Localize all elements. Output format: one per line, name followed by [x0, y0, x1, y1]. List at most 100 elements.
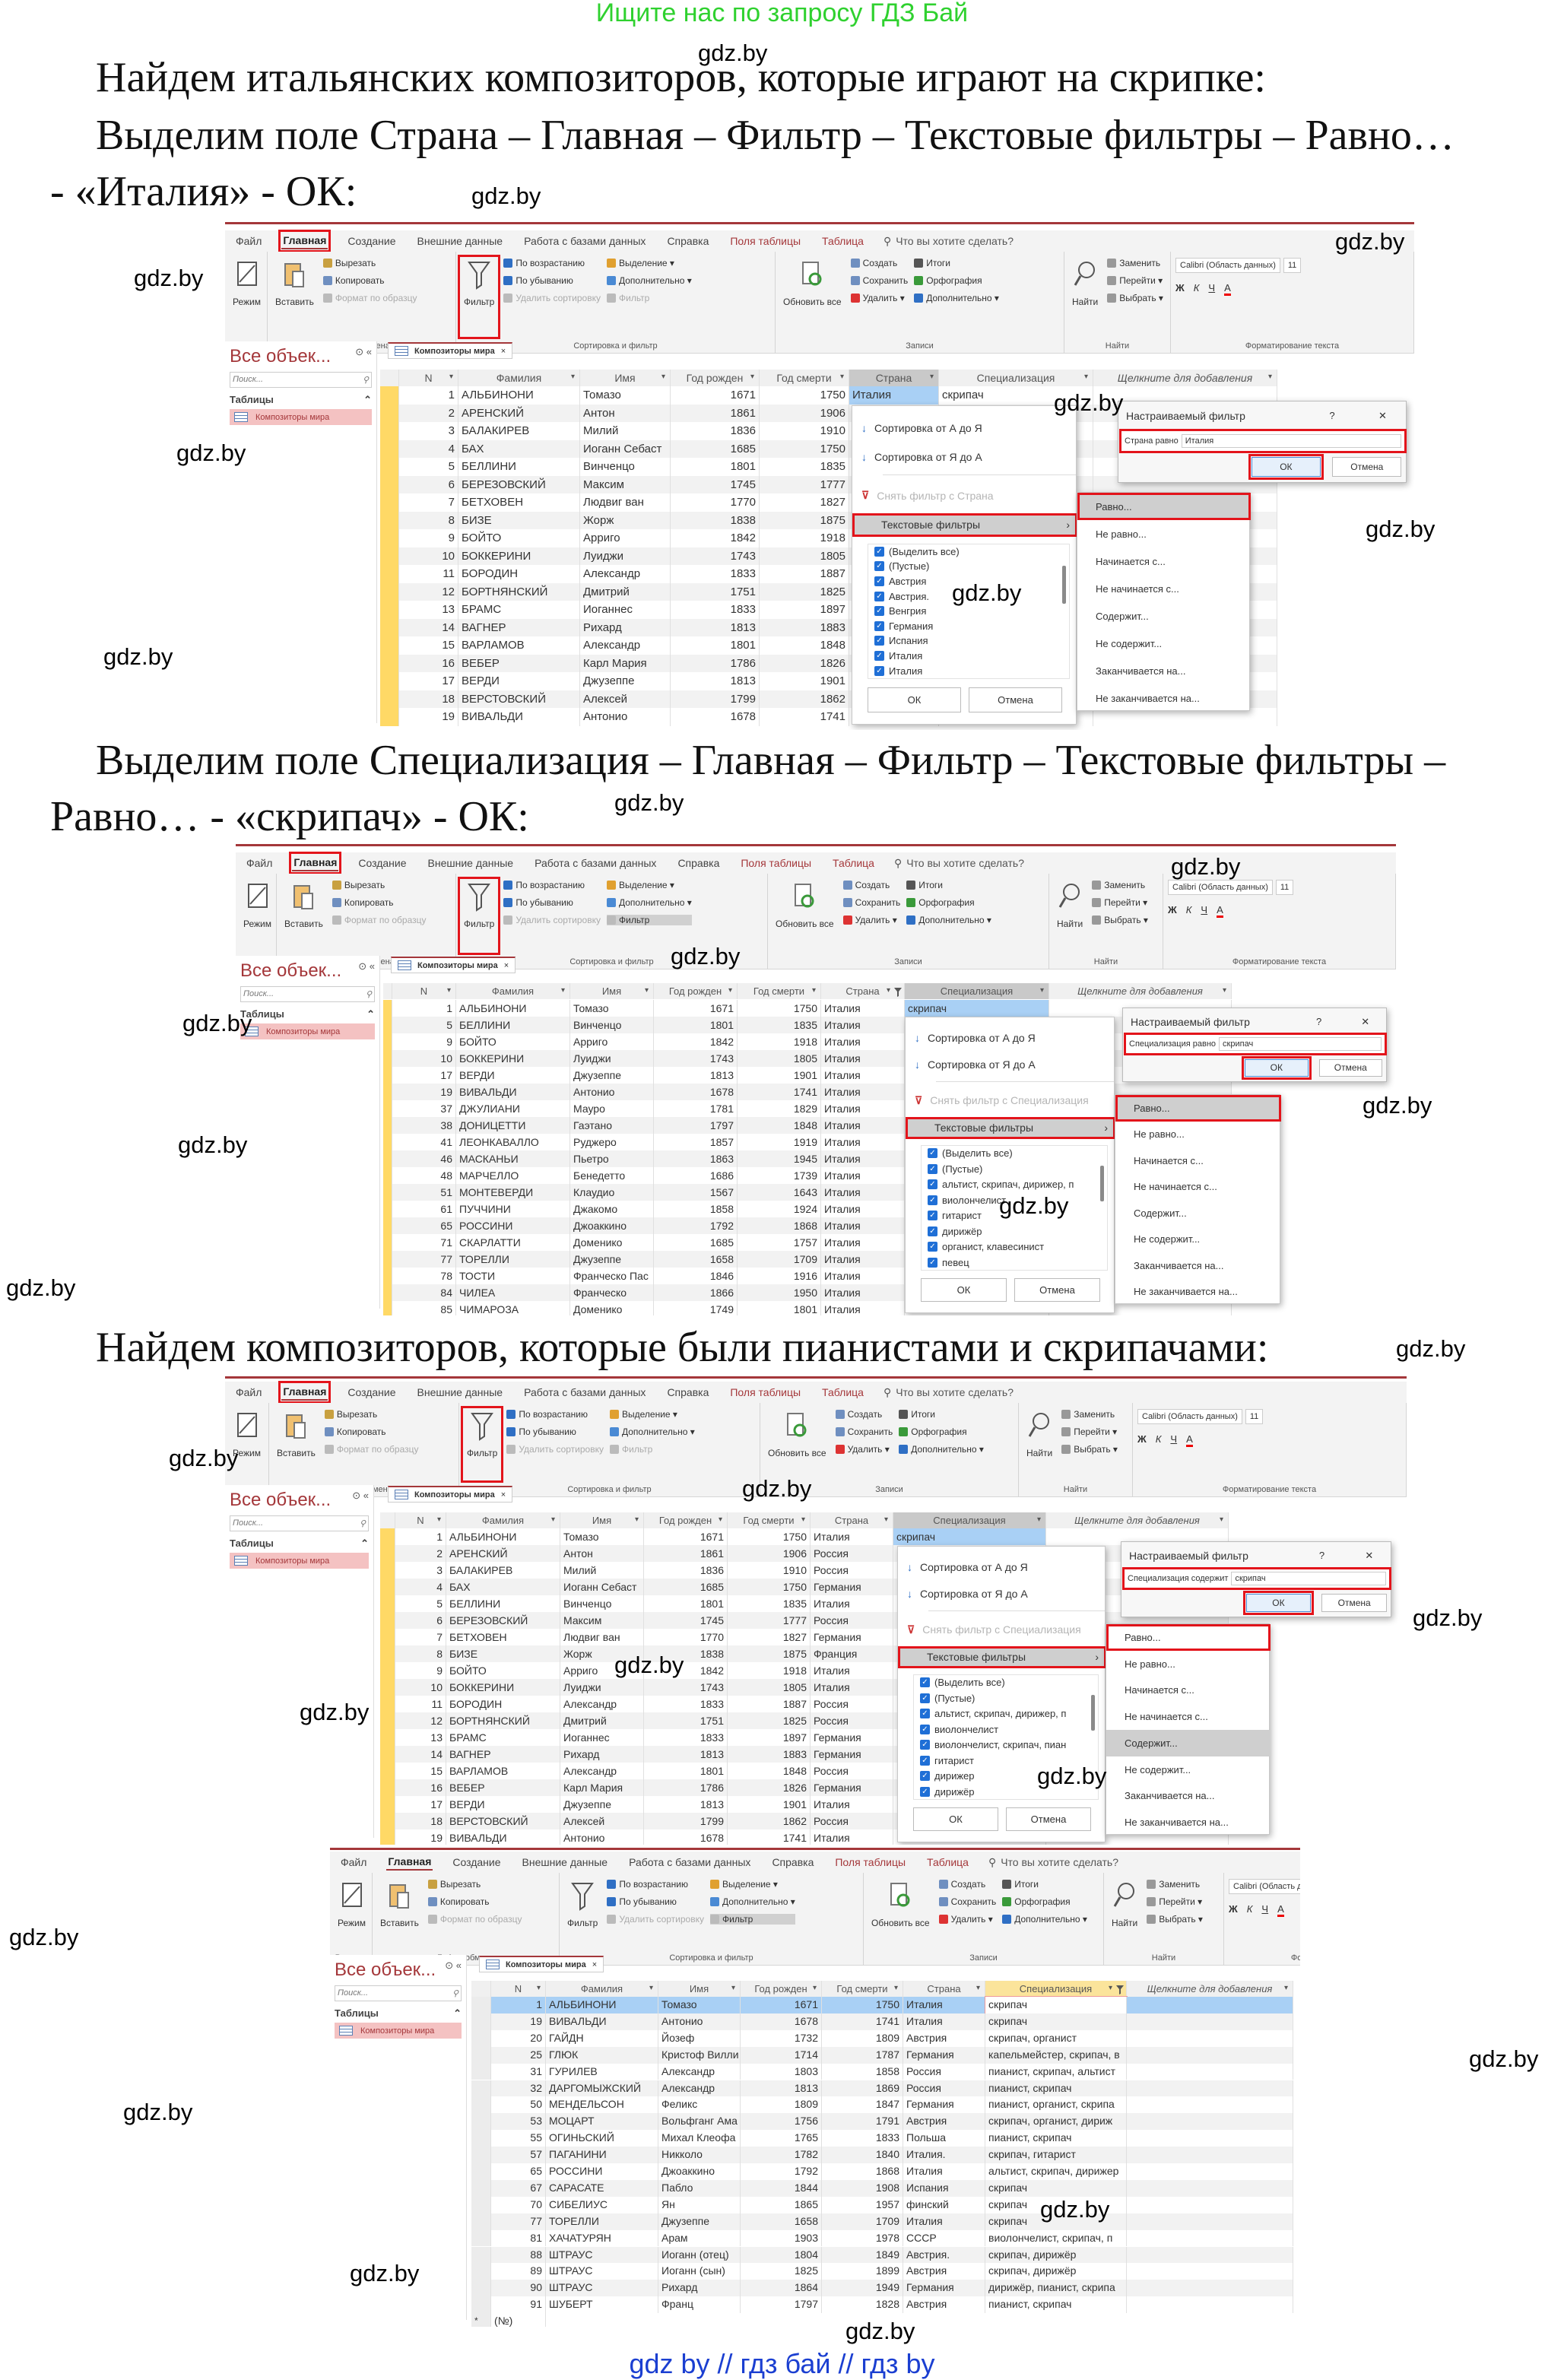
table-cell-death-year[interactable]: 1918: [738, 1033, 821, 1050]
checkbox-checked-icon[interactable]: [874, 546, 884, 557]
ribbon-button-paste[interactable]: Вставить: [272, 258, 317, 336]
table-cell-country[interactable]: Германия: [811, 1579, 893, 1595]
ribbon-item-delete-record[interactable]: Удалить ▾: [850, 293, 909, 303]
italic-button[interactable]: К: [1185, 904, 1192, 916]
collapse-icon[interactable]: ⊙ «: [352, 1490, 369, 1501]
filter-value-input[interactable]: Италия: [1181, 433, 1401, 448]
table-cell-n[interactable]: 16: [399, 654, 458, 672]
table-cell-surname[interactable]: МАРЧЕЛЛО: [456, 1167, 570, 1184]
table-cell-empty[interactable]: [1093, 708, 1277, 726]
table-cell-n[interactable]: 7: [395, 1629, 446, 1645]
table-cell-n[interactable]: 25: [491, 2046, 546, 2064]
ribbon-tab-3[interactable]: Создание: [347, 235, 396, 247]
table-cell-specialization[interactable]: пианист, скрипач, альтист: [985, 2063, 1127, 2080]
table-cell-surname[interactable]: ДОНИЦЕТТИ: [456, 1117, 570, 1134]
table-cell-death-year[interactable]: 1868: [822, 2163, 903, 2180]
table-cell-country[interactable]: Италия: [821, 1234, 905, 1251]
checkbox-checked-icon[interactable]: [920, 1786, 930, 1797]
table-cell-death-year[interactable]: 1787: [822, 2046, 903, 2064]
table-cell-n[interactable]: 84: [392, 1284, 456, 1301]
submenu-item-3[interactable]: Начинается с...: [1134, 1154, 1204, 1166]
column-dropdown-icon[interactable]: ▾: [731, 1984, 736, 1992]
column-header-1[interactable]: N: [395, 1512, 446, 1528]
column-header-5[interactable]: Год смерти: [738, 983, 821, 999]
table-cell-country[interactable]: Италия: [821, 1017, 905, 1033]
table-cell-surname[interactable]: ВАРЛАМОВ: [446, 1763, 560, 1779]
table-cell-death-year[interactable]: 1847: [822, 2096, 903, 2114]
table-cell-birth-year[interactable]: 1865: [741, 2196, 822, 2213]
record-selector[interactable]: [471, 2046, 491, 2064]
column-dropdown-icon[interactable]: ▾: [801, 1515, 806, 1524]
column-dropdown-icon[interactable]: ▾: [1268, 373, 1273, 381]
table-cell-death-year[interactable]: 1835: [738, 1017, 821, 1033]
table-cell-birth-year[interactable]: 1801: [671, 458, 760, 476]
ribbon-tab-4[interactable]: Внешние данные: [522, 1856, 608, 1868]
table-document-tab[interactable]: Композиторы мира ×: [388, 1486, 513, 1503]
column-header-6[interactable]: Страна: [849, 370, 939, 386]
column-header-8[interactable]: Щелкните для добавления: [1127, 1981, 1293, 1997]
ribbon-item-item[interactable]: Заменить: [1092, 880, 1148, 890]
table-cell-death-year[interactable]: 1869: [822, 2080, 903, 2097]
menu-cancel-button[interactable]: Отмена: [1006, 1807, 1091, 1832]
column-header-2[interactable]: Фамилия: [446, 1512, 560, 1528]
ribbon-item-item[interactable]: Выбрать ▾: [1107, 293, 1163, 303]
table-cell-surname[interactable]: ШТРАУС: [546, 2263, 658, 2280]
table-cell-specialization[interactable]: пианист, скрипач: [985, 2080, 1127, 2097]
ribbon-tab-7[interactable]: Поля таблицы: [835, 1856, 906, 1868]
ribbon-item-delete-record[interactable]: Удалить ▾: [938, 1914, 997, 1925]
record-selector[interactable]: [471, 2296, 491, 2314]
table-cell-birth-year[interactable]: 1792: [741, 2163, 822, 2180]
select-all-corner[interactable]: [380, 370, 399, 386]
record-selector[interactable]: [380, 475, 399, 493]
record-selector[interactable]: [383, 1000, 392, 1017]
checklist-item[interactable]: альтист, скрипач, дирижер, п: [922, 1177, 1107, 1192]
table-cell-birth-year[interactable]: 1797: [741, 2296, 822, 2314]
column-header-7[interactable]: Специализация: [905, 983, 1049, 999]
table-cell-name[interactable]: Луиджи: [560, 1679, 644, 1696]
sort-ascending-item[interactable]: ↓ Сортировка от А до Я: [898, 1556, 1106, 1579]
table-cell-name[interactable]: Карл Мария: [560, 1779, 644, 1796]
submenu-item-1[interactable]: Равно...: [1106, 1624, 1271, 1651]
checklist-item[interactable]: дирижер: [914, 1769, 1098, 1784]
table-cell-name[interactable]: Томазо: [658, 1997, 741, 2013]
checkbox-checked-icon[interactable]: [920, 1755, 930, 1766]
table-cell-n[interactable]: 65: [392, 1217, 456, 1234]
ribbon-item-scissors[interactable]: Вырезать: [322, 258, 417, 268]
record-selector[interactable]: [380, 1813, 395, 1829]
nav-section-tables[interactable]: Таблицы ⌃: [230, 394, 372, 406]
bold-button[interactable]: Ж: [1137, 1433, 1147, 1445]
record-selector[interactable]: [380, 1763, 395, 1779]
table-cell-n[interactable]: 38: [392, 1117, 456, 1134]
column-header-4[interactable]: Год рожден: [671, 370, 760, 386]
table-cell-name[interactable]: Иоганнес: [560, 1729, 644, 1746]
table-cell-empty[interactable]: [1127, 2296, 1293, 2314]
font-name-dropdown[interactable]: Calibri (Область данных): [1175, 258, 1280, 273]
table-cell-country[interactable]: Россия: [903, 2063, 985, 2080]
table-cell-name[interactable]: Максим: [560, 1612, 644, 1629]
table-cell-death-year[interactable]: 1849: [822, 2246, 903, 2264]
table-cell-surname[interactable]: ТОСТИ: [456, 1268, 570, 1284]
ribbon-button-find[interactable]: Найти: [1069, 258, 1101, 336]
table-cell-name[interactable]: Арриго: [570, 1033, 654, 1050]
table-cell-birth-year[interactable]: 1567: [654, 1184, 738, 1201]
ribbon-button-paste[interactable]: Вставить: [281, 880, 326, 952]
table-cell-name[interactable]: Александр: [560, 1696, 644, 1712]
table-cell-name[interactable]: Кристоф Вилли: [658, 2046, 741, 2064]
table-cell-name[interactable]: Винченцо: [560, 1595, 644, 1612]
column-header-3[interactable]: Имя: [560, 1512, 644, 1528]
record-selector[interactable]: [380, 1595, 395, 1612]
record-selector[interactable]: [380, 582, 399, 601]
table-cell-name[interactable]: Джоаккино: [570, 1217, 654, 1234]
table-cell-n[interactable]: 11: [395, 1696, 446, 1712]
table-cell-empty[interactable]: [1093, 386, 1277, 405]
table-cell-surname[interactable]: ТОРЕЛЛИ: [546, 2213, 658, 2230]
collapse-icon[interactable]: ⊙ «: [355, 346, 372, 357]
checklist-scrollbar[interactable]: [1091, 1695, 1095, 1731]
column-header-6[interactable]: Страна: [903, 1981, 985, 1997]
table-cell-death-year[interactable]: 1858: [822, 2063, 903, 2080]
table-cell-name[interactable]: Никколо: [658, 2147, 741, 2163]
table-cell-name[interactable]: Джузеппе: [570, 1251, 654, 1268]
collapse-icon[interactable]: ⊙ «: [358, 960, 375, 972]
table-cell-surname[interactable]: СКАРЛАТТИ: [456, 1234, 570, 1251]
table-cell-country[interactable]: Австрия: [903, 2296, 985, 2314]
